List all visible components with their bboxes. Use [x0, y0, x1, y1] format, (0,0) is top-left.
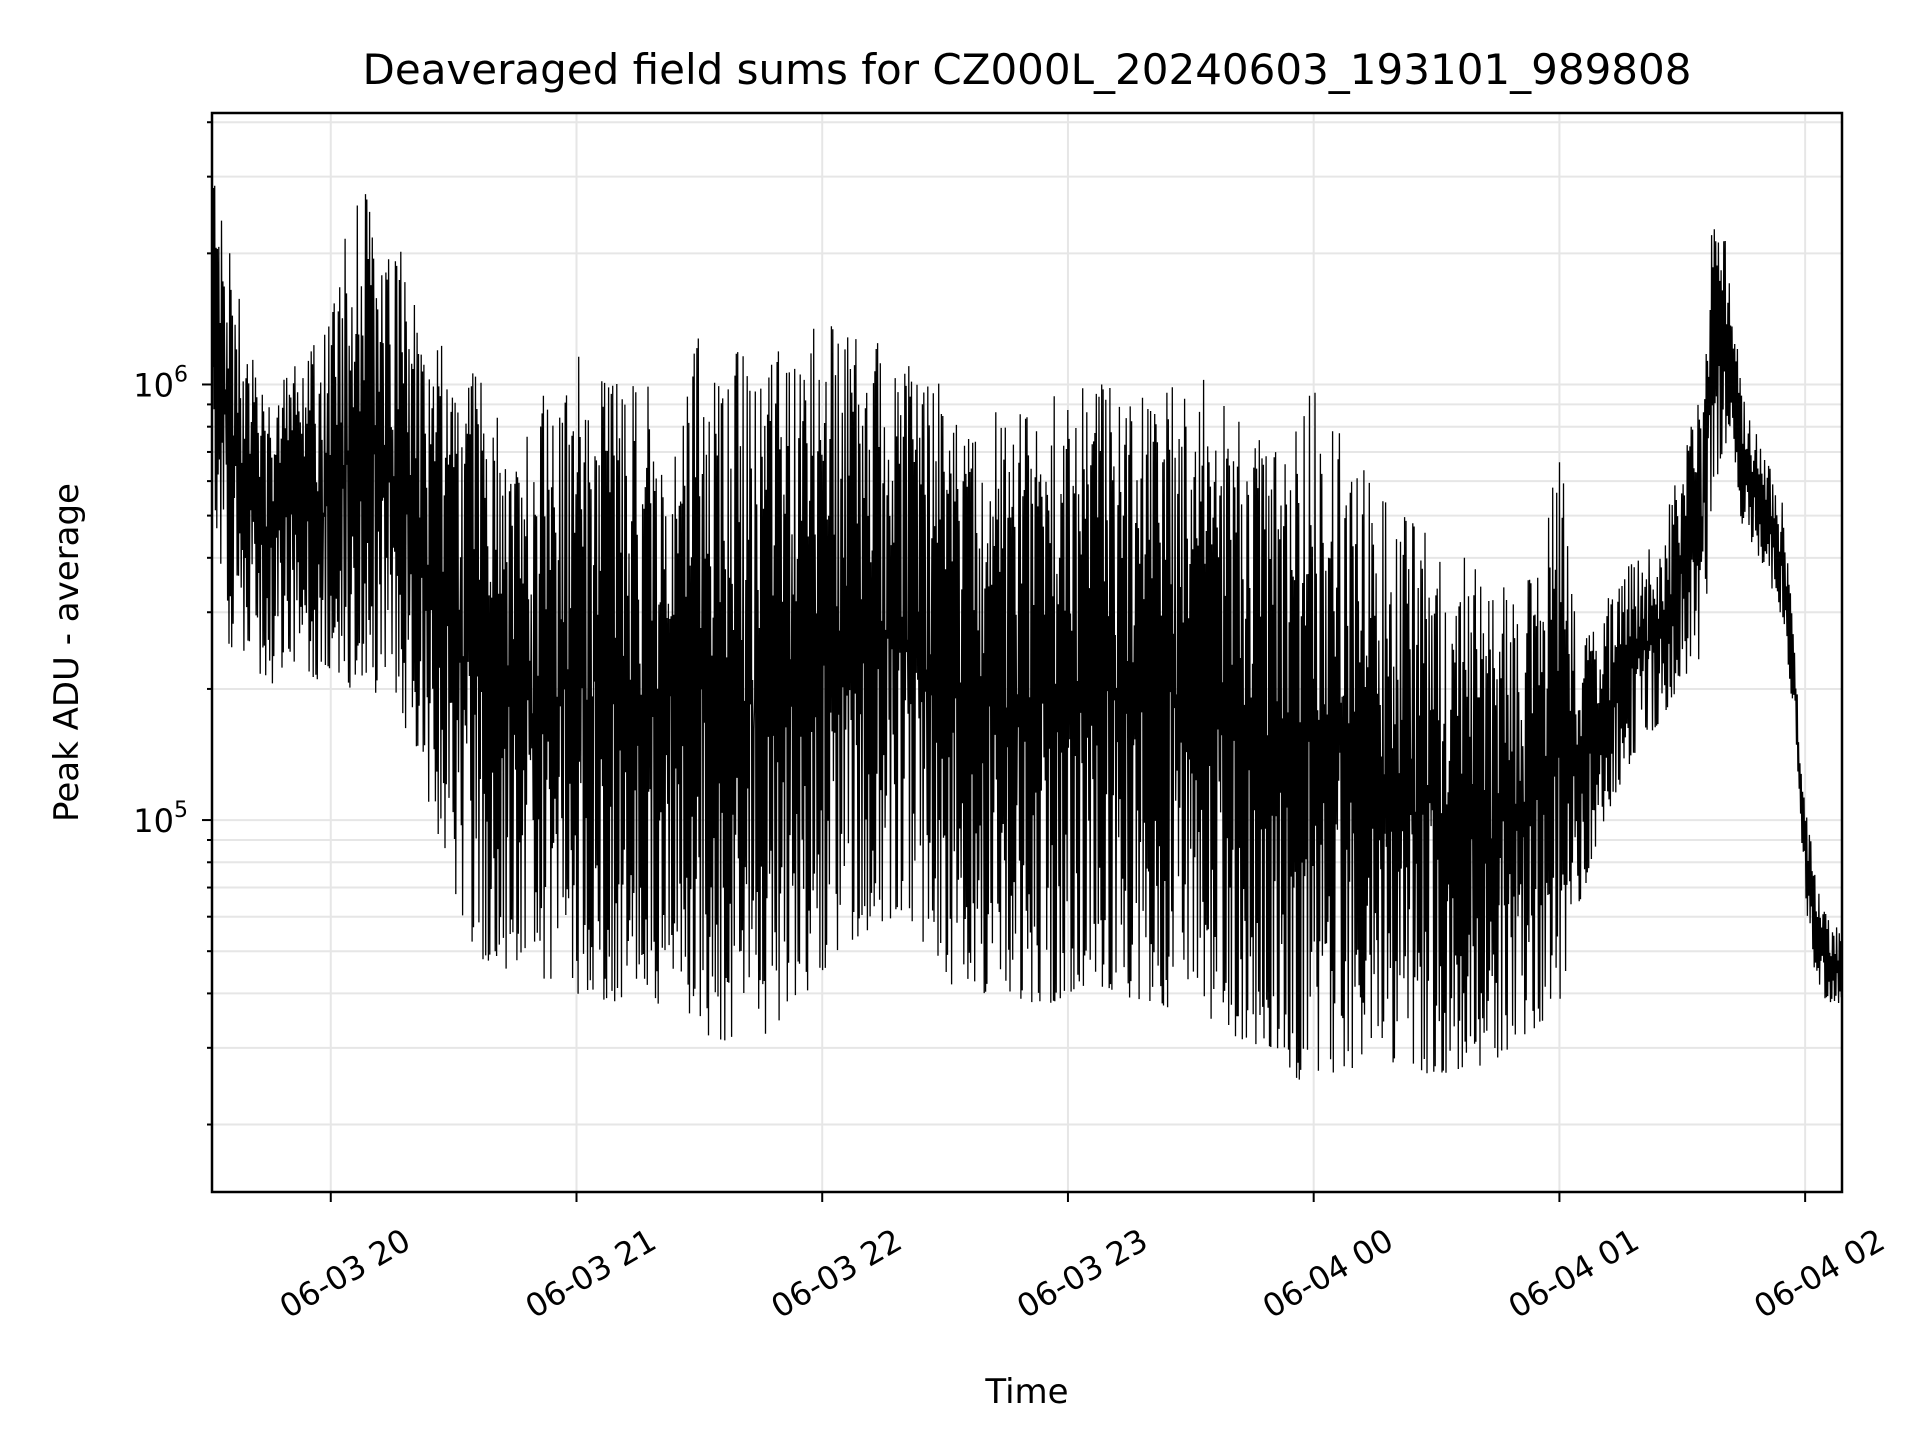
y-tick-label-exponent: 5: [174, 798, 188, 823]
y-tick-label: 105: [133, 798, 188, 840]
chart-title: Deaveraged field sums for CZ000L_2024060…: [363, 45, 1692, 94]
y-tick-label-exponent: 6: [174, 362, 188, 387]
x-axis-label: Time: [984, 1372, 1068, 1412]
y-tick-label: 106: [133, 362, 188, 404]
series-line: [211, 185, 1843, 1080]
y-axis-label: Peak ADU - average: [47, 483, 87, 822]
plot-frame: [210, 111, 1844, 1194]
y-tick-label-base: 10: [133, 366, 174, 404]
y-tick-label-base: 10: [133, 802, 174, 840]
series-layer: [211, 185, 1843, 1080]
